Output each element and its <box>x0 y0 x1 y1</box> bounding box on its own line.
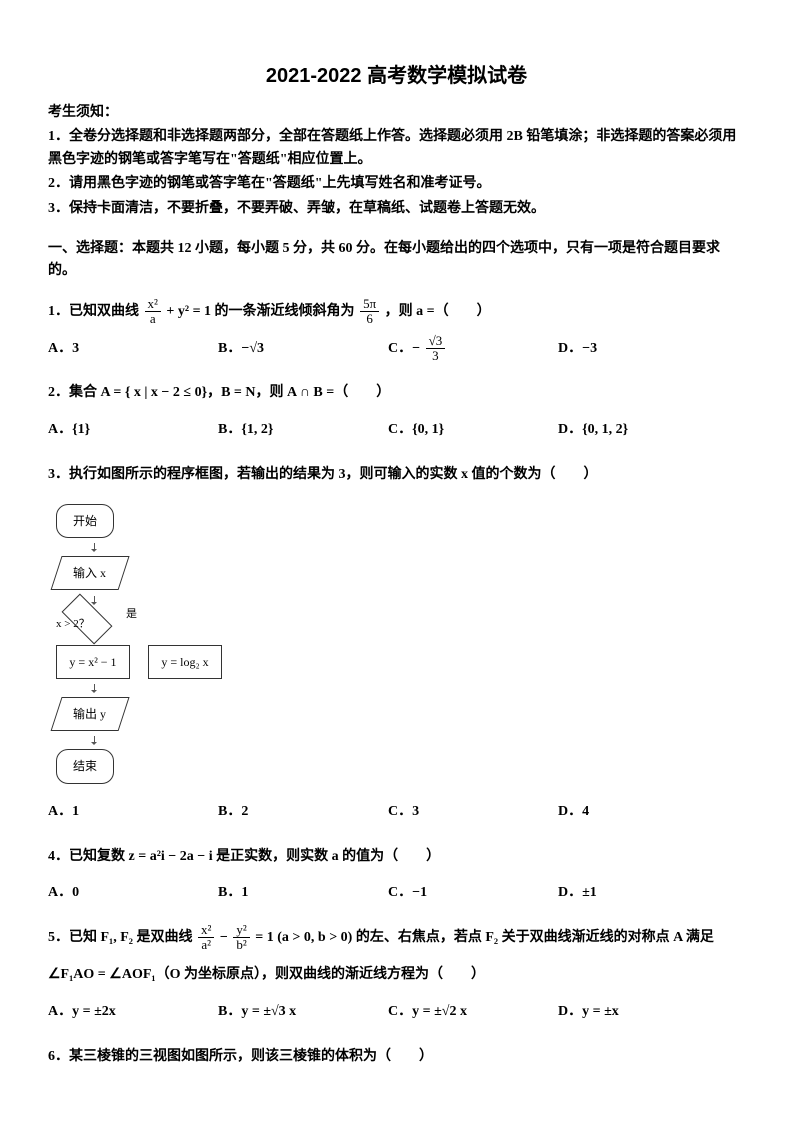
question-6: 6．某三棱锥的三视图如图所示，则该三棱锥的体积为（ ） <box>48 1042 745 1073</box>
flow-arrow-2 <box>94 596 95 604</box>
q2-stem: 2．集合 A = { x | x − 2 ≤ 0}，B = N，则 A ∩ B … <box>48 378 745 409</box>
q3-opt-d: D．4 <box>558 797 728 828</box>
q5-f1-num: x² <box>198 923 214 938</box>
q1-opt-c-frac: √3 3 <box>426 334 446 364</box>
flow-arrow-4 <box>94 736 95 744</box>
flow-end: 结束 <box>56 749 114 783</box>
q5-f2-num: y² <box>233 923 249 938</box>
q5-prefix: 5．已知 F₁, F₂ 是双曲线 <box>48 930 193 945</box>
flow-output-label: 输出 y <box>73 701 106 727</box>
question-1: 1．已知双曲线 x² a + y² = 1 的一条渐近线倾斜角为 5π 6 ，则… <box>48 297 745 365</box>
q1-frac2-den: 6 <box>360 312 379 326</box>
q5-opt-b: B．y = ±√3 x <box>218 997 388 1028</box>
q1-opt-c: C．− √3 3 <box>388 334 558 365</box>
flow-arrow-1 <box>94 543 95 551</box>
q1-mid1: + y² = 1 的一条渐近线倾斜角为 <box>166 304 354 319</box>
section-1-intro: 一、选择题：本题共 12 小题，每小题 5 分，共 60 分。在每小题给出的四个… <box>48 238 745 283</box>
q1-frac1-num: x² <box>145 297 161 312</box>
q3-opt-a: A．1 <box>48 797 218 828</box>
q1-opt-c-pre: C．− <box>388 341 420 356</box>
question-3: 3．执行如图所示的程序框图，若输出的结果为 3，则可输入的实数 x 值的个数为（… <box>48 460 745 828</box>
q1-frac1-den: a <box>145 312 161 326</box>
q3-opt-c: C．3 <box>388 797 558 828</box>
question-4: 4．已知复数 z = a²i − 2a − i 是正实数，则实数 a 的值为（ … <box>48 842 745 910</box>
instructions-block: 考生须知： 1．全卷分选择题和非选择题两部分，全部在答题纸上作答。选择题必须用 … <box>48 102 745 220</box>
instruction-line-1: 1．全卷分选择题和非选择题两部分，全部在答题纸上作答。选择题必须用 2B 铅笔填… <box>48 126 745 171</box>
q2-options: A．{1} B．{1, 2} C．{0, 1} D．{0, 1, 2} <box>48 415 745 446</box>
q2-opt-a: A．{1} <box>48 415 218 446</box>
q5-opt-d: D．y = ±x <box>558 997 728 1028</box>
q4-options: A．0 B．1 C．−1 D．±1 <box>48 878 745 909</box>
q3-opt-b: B．2 <box>218 797 388 828</box>
q5-f2-den: b² <box>233 938 249 952</box>
q1-frac1: x² a <box>145 297 161 327</box>
question-5: 5．已知 F₁, F₂ 是双曲线 x² a² − y² b² = 1 (a > … <box>48 923 745 1027</box>
instruction-line-3: 3．保持卡面清洁，不要折叠，不要弄破、弄皱，在草稿纸、试题卷上答题无效。 <box>48 198 745 220</box>
q1-opt-c-num: √3 <box>426 334 446 349</box>
q4-opt-d: D．±1 <box>558 878 728 909</box>
q4-stem: 4．已知复数 z = a²i − 2a − i 是正实数，则实数 a 的值为（ … <box>48 842 745 873</box>
flow-input-label: 输入 x <box>73 560 106 586</box>
q1-frac2-num: 5π <box>360 297 379 312</box>
q5-f1-den: a² <box>198 938 214 952</box>
flow-cond: x > 2？ <box>56 606 116 636</box>
q2-opt-d: D．{0, 1, 2} <box>558 415 728 446</box>
q1-opt-a: A．3 <box>48 334 218 365</box>
flow-arrow-3 <box>94 684 95 692</box>
q5-frac1: x² a² <box>198 923 214 953</box>
q5-opt-c: C．y = ±√2 x <box>388 997 558 1028</box>
flow-start: 开始 <box>56 504 114 538</box>
q6-stem: 6．某三棱锥的三视图如图所示，则该三棱锥的体积为（ ） <box>48 1042 745 1073</box>
q4-opt-a: A．0 <box>48 878 218 909</box>
flow-output: 输出 y <box>50 697 129 731</box>
q1-frac2: 5π 6 <box>360 297 379 327</box>
q5-line2: ∠F₁AO = ∠AOF₁（O 为坐标原点），则双曲线的渐近线方程为（ ） <box>48 960 745 991</box>
q2-opt-c: C．{0, 1} <box>388 415 558 446</box>
page-title: 2021-2022 高考数学模拟试卷 <box>48 60 745 92</box>
flow-branch-2: y = log₂ x <box>148 645 222 679</box>
q1-opt-c-den: 3 <box>426 349 446 363</box>
flowchart: 开始 输入 x x > 2？ 是 否 y = x² − 1 y = log₂ x… <box>48 501 248 787</box>
flow-cond-label: x > 2？ <box>56 612 116 636</box>
q5-frac2: y² b² <box>233 923 249 953</box>
q3-options: A．1 B．2 C．3 D．4 <box>48 797 745 828</box>
q2-opt-b: B．{1, 2} <box>218 415 388 446</box>
q3-stem: 3．执行如图所示的程序框图，若输出的结果为 3，则可输入的实数 x 值的个数为（… <box>48 460 745 491</box>
question-2: 2．集合 A = { x | x − 2 ≤ 0}，B = N，则 A ∩ B … <box>48 378 745 446</box>
q1-stem: 1．已知双曲线 x² a + y² = 1 的一条渐近线倾斜角为 5π 6 ，则… <box>48 304 491 319</box>
flow-yes-label: 是 <box>126 602 137 626</box>
q1-suffix: ，则 a =（ ） <box>385 304 491 319</box>
flow-branch-1: y = x² − 1 <box>56 645 130 679</box>
instruction-line-2: 2．请用黑色字迹的钢笔或答字笔在"答题纸"上先填写姓名和准考证号。 <box>48 173 745 195</box>
q5-stem: 5．已知 F₁, F₂ 是双曲线 x² a² − y² b² = 1 (a > … <box>48 930 714 945</box>
q4-opt-c: C．−1 <box>388 878 558 909</box>
flow-input: 输入 x <box>50 556 129 590</box>
q1-opt-d: D．−3 <box>558 334 728 365</box>
q1-options: A．3 B．−√3 C．− √3 3 D．−3 <box>48 334 745 365</box>
q5-opt-a: A．y = ±2x <box>48 997 218 1028</box>
q1-prefix: 1．已知双曲线 <box>48 304 139 319</box>
q1-opt-b: B．−√3 <box>218 334 388 365</box>
instructions-heading: 考生须知： <box>48 102 745 124</box>
q5-options: A．y = ±2x B．y = ±√3 x C．y = ±√2 x D．y = … <box>48 997 745 1028</box>
q5-mid1: − <box>220 930 231 945</box>
q5-mid2: = 1 (a > 0, b > 0) 的左、右焦点，若点 F₂ 关于双曲线渐近线… <box>255 930 714 945</box>
q4-opt-b: B．1 <box>218 878 388 909</box>
